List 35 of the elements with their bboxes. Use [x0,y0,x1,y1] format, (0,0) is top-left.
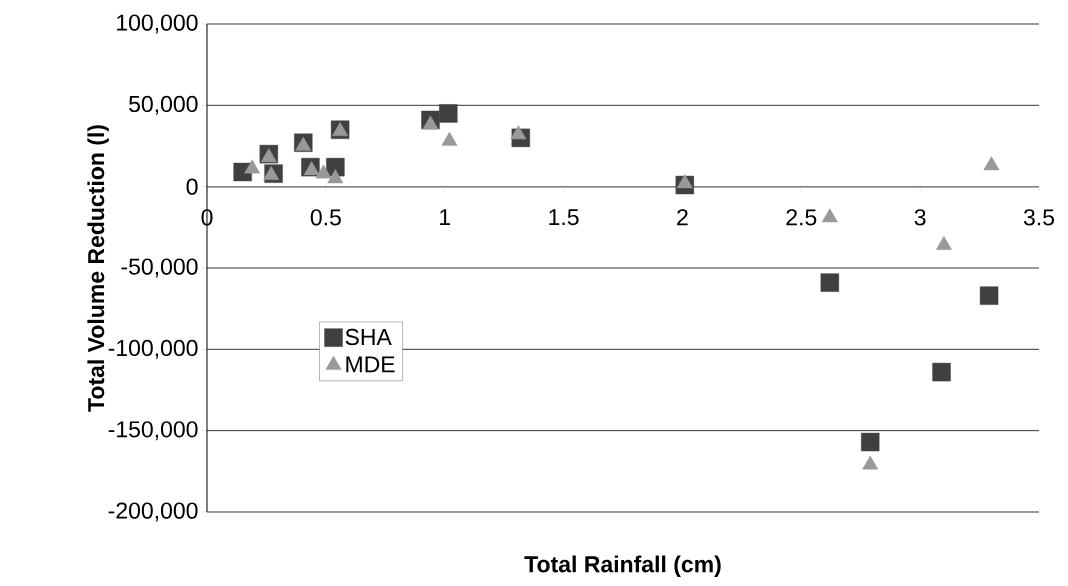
point [935,236,952,250]
y-tick-label: 100,000 [117,14,198,34]
point [510,125,527,140]
point [979,286,999,305]
point [821,208,838,223]
point [244,159,261,174]
x-tick-label: 2.5 [786,209,817,226]
y-tick-label: -150,000 [108,421,198,441]
point [439,104,458,123]
y-axis-title: Total Volume Reduction (l) [87,125,109,412]
point [441,131,458,146]
x-tick-label: 3 [914,209,926,226]
point [315,164,332,179]
point [303,161,320,176]
legend-label: SHA [345,328,392,346]
point [983,156,1000,171]
y-tick-label: 50,000 [129,95,198,115]
x-tick-label: 2 [677,209,688,226]
x-tick-label: 3.5 [1023,209,1055,226]
x-tick-label: 0.5 [310,209,341,226]
x-tick-label: 1 [440,209,450,226]
x-tick-label: 0 [201,209,213,226]
y-tick-label: 0 [186,178,198,195]
point [422,115,439,130]
x-axis-title: Total Rainfall (cm) [524,555,721,577]
point [327,169,344,184]
point [676,174,693,189]
y-tick-label: -200,000 [108,502,198,522]
y-tick-label: -50,000 [121,258,198,278]
x-tick-label: 1.5 [549,209,579,226]
y-tick-label: -100,000 [108,339,198,359]
legend-label: MDE [346,356,395,373]
point [861,432,880,452]
point [932,362,951,382]
point [820,273,840,292]
